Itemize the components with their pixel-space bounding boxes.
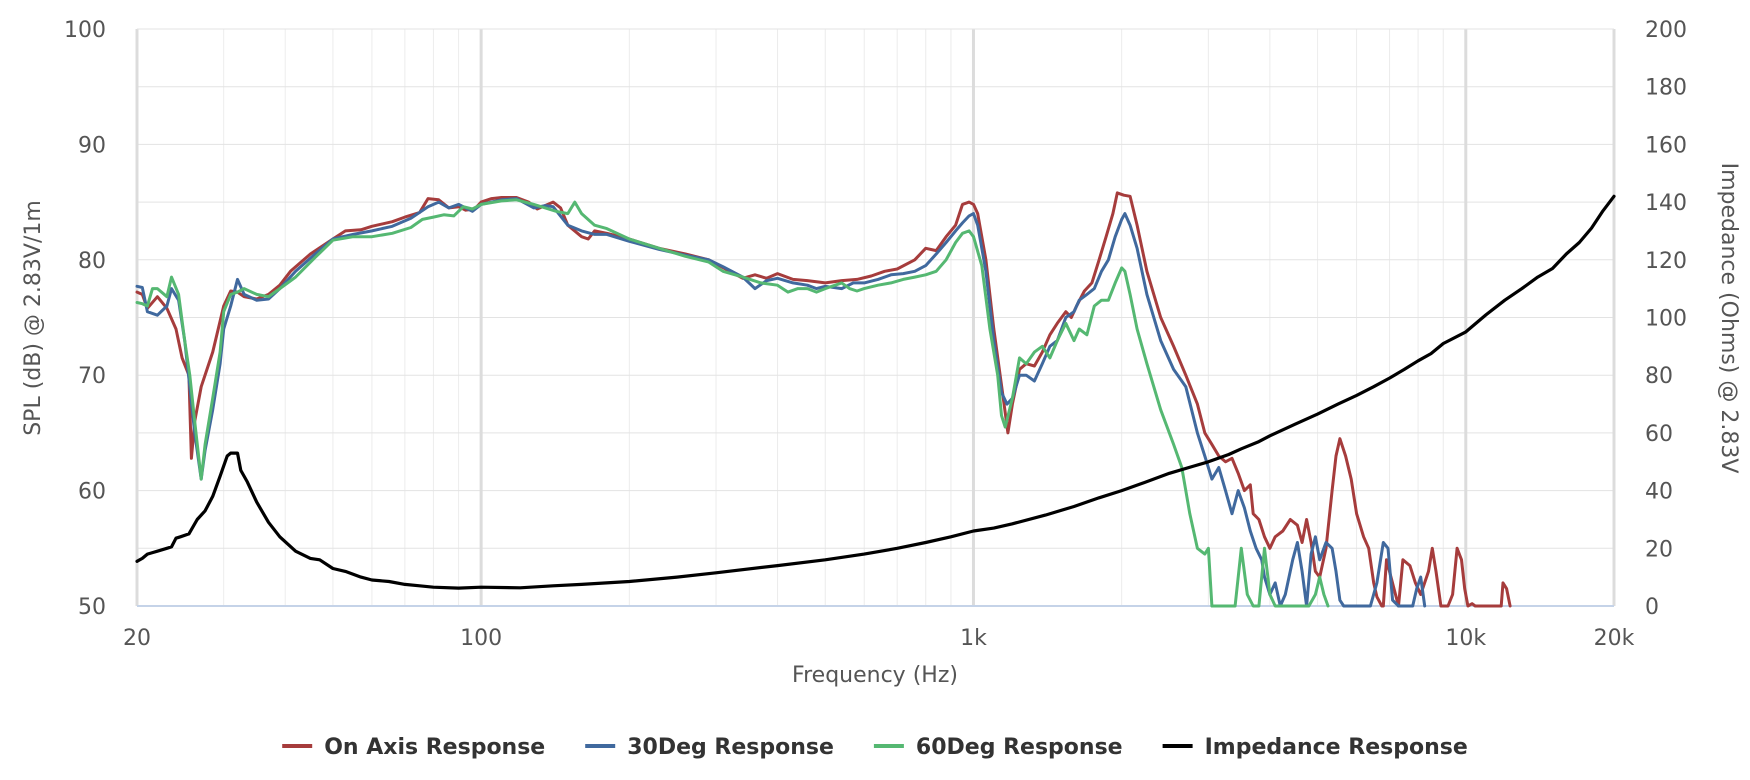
y-tick-label: 60 <box>78 480 106 505</box>
legend-item-1[interactable]: On Axis Response <box>282 735 545 760</box>
legend-item-3[interactable]: 60Deg Response <box>873 735 1123 760</box>
y2-tick-label: 80 <box>1645 364 1673 389</box>
major-gridlines <box>137 29 1614 606</box>
y2-tick-label: 200 <box>1645 18 1687 43</box>
x-tick-label: 20k <box>1594 626 1635 651</box>
y-tick-label: 50 <box>78 595 106 620</box>
y2-tick-label: 60 <box>1645 422 1673 447</box>
series-line-1 <box>135 191 1512 608</box>
y-tick-label: 70 <box>78 364 106 389</box>
legend-label: On Axis Response <box>324 735 545 760</box>
y2-tick-label: 0 <box>1645 595 1659 620</box>
legend-item-4[interactable]: Impedance Response <box>1162 735 1468 760</box>
y2-tick-label: 160 <box>1645 133 1687 158</box>
y2-tick-label: 20 <box>1645 537 1673 562</box>
y2-tick-label: 40 <box>1645 480 1673 505</box>
x-tick-labels: 20 100 1k 10k 20k <box>123 626 1635 651</box>
x-tick-label: 10k <box>1445 626 1486 651</box>
y2-tick-label: 140 <box>1645 191 1687 216</box>
series-lines <box>135 191 1616 608</box>
legend: On Axis Response 30Deg Response 60Deg Resp… <box>282 735 1468 760</box>
y2-tick-label: 100 <box>1645 307 1687 332</box>
y-tick-label: 100 <box>64 18 106 43</box>
y-tick-label: 90 <box>78 133 106 158</box>
y-tick-label: 80 <box>78 249 106 274</box>
right-y-axis-title: Impedance (Ohms) @ 2.83V <box>1716 163 1741 474</box>
y2-tick-label: 120 <box>1645 249 1687 274</box>
legend-item-2[interactable]: 30Deg Response <box>585 735 834 760</box>
legend-label: 30Deg Response <box>627 735 834 760</box>
x-axis-title: Frequency (Hz) <box>792 663 958 688</box>
series-line-4 <box>135 194 1616 590</box>
x-tick-label: 20 <box>123 626 151 651</box>
series-line-3 <box>135 198 1330 608</box>
legend-label: 60Deg Response <box>916 735 1123 760</box>
left-y-axis-title: SPL (dB) @ 2.83V/1m <box>21 200 46 436</box>
y2-tick-label: 180 <box>1645 76 1687 101</box>
right-y-tick-labels: 0 20 40 60 80 100 120 140 160 180 200 <box>1645 18 1687 620</box>
x-tick-label: 100 <box>460 626 502 651</box>
x-tick-label: 1k <box>960 626 987 651</box>
legend-label: Impedance Response <box>1205 735 1468 760</box>
left-y-tick-labels: 50 60 70 80 90 100 <box>64 18 106 620</box>
